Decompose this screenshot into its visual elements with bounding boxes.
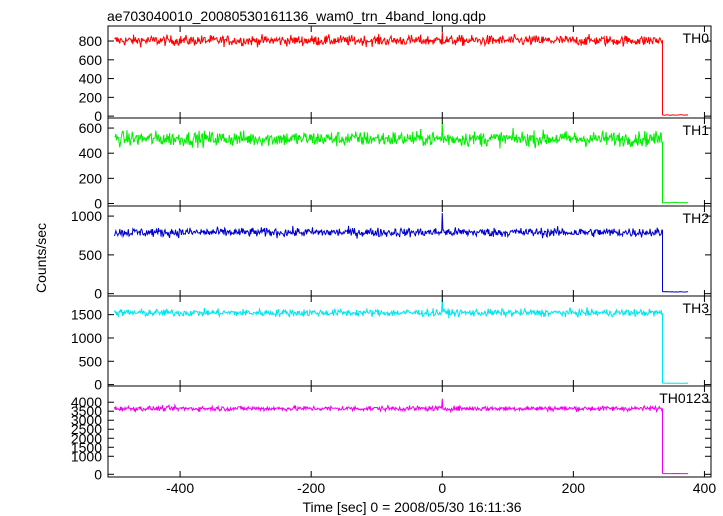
y-axis-label: Counts/sec [33,223,49,293]
y-tick-label: 2500 [71,421,102,437]
y-tick-label: 600 [79,120,103,136]
y-tick-label: 0 [94,108,102,124]
y-tick-label: 500 [79,247,103,263]
panels-group: 0 200 400 600 800 TH0 0 200 400 600 TH1 0 500 1000 TH2… [71,25,717,496]
x-tick-label: -200 [297,480,325,496]
panel-label: TH1 [683,122,710,138]
y-tick-label: 0 [94,466,102,482]
y-tick-label: 600 [79,52,103,68]
panel-label: TH0 [683,30,710,46]
series-line-th0 [114,32,689,116]
y-tick-label: 0 [94,195,102,211]
panel-frame [107,295,712,387]
y-tick-label: 400 [79,71,103,87]
panel-label: TH2 [683,210,710,226]
series-line-th0123 [114,398,689,475]
panel-th1: 0 200 400 600 TH1 [79,117,712,211]
y-tick-label: 2000 [71,430,102,446]
y-tick-label: 1000 [71,330,102,346]
y-tick-label: 500 [79,353,103,369]
y-tick-label: 0 [94,377,102,393]
x-tick-label: 400 [693,480,717,496]
y-tick-label: 200 [79,170,103,186]
chart-title: ae703040010_20080530161136_wam0_trn_4ban… [107,8,486,24]
series-line-th3 [114,298,689,384]
y-tick-label: 1000 [71,208,102,224]
x-tick-label: -400 [166,480,194,496]
x-tick-label: 200 [562,480,586,496]
panel-th0: 0 200 400 600 800 TH0 [79,25,712,124]
y-tick-label: 800 [79,33,103,49]
x-axis-label: Time [sec] 0 = 2008/05/30 16:11:36 [302,499,521,515]
y-tick-label: 1500 [71,307,102,323]
y-tick-label: 0 [94,286,102,302]
panel-label: TH0123 [659,390,709,406]
series-line-th2 [114,212,689,293]
y-tick-label: 3000 [71,412,102,428]
panel-frame [107,205,712,297]
y-tick-label: 1000 [71,448,102,464]
panel-frame [107,385,712,478]
y-tick-label: 1500 [71,439,102,455]
panel-th2: 0 500 1000 TH2 [71,205,712,302]
panel-frame [107,117,712,207]
panel-label: TH3 [683,300,710,316]
y-tick-label: 4000 [71,394,102,410]
x-tick-label: 0 [438,480,446,496]
series-line-th1 [114,123,689,204]
y-tick-label: 3500 [71,403,102,419]
y-tick-label: 400 [79,145,103,161]
y-tick-label: 200 [79,89,103,105]
panel-th3: 0 500 1000 1500 TH3 [71,295,712,393]
